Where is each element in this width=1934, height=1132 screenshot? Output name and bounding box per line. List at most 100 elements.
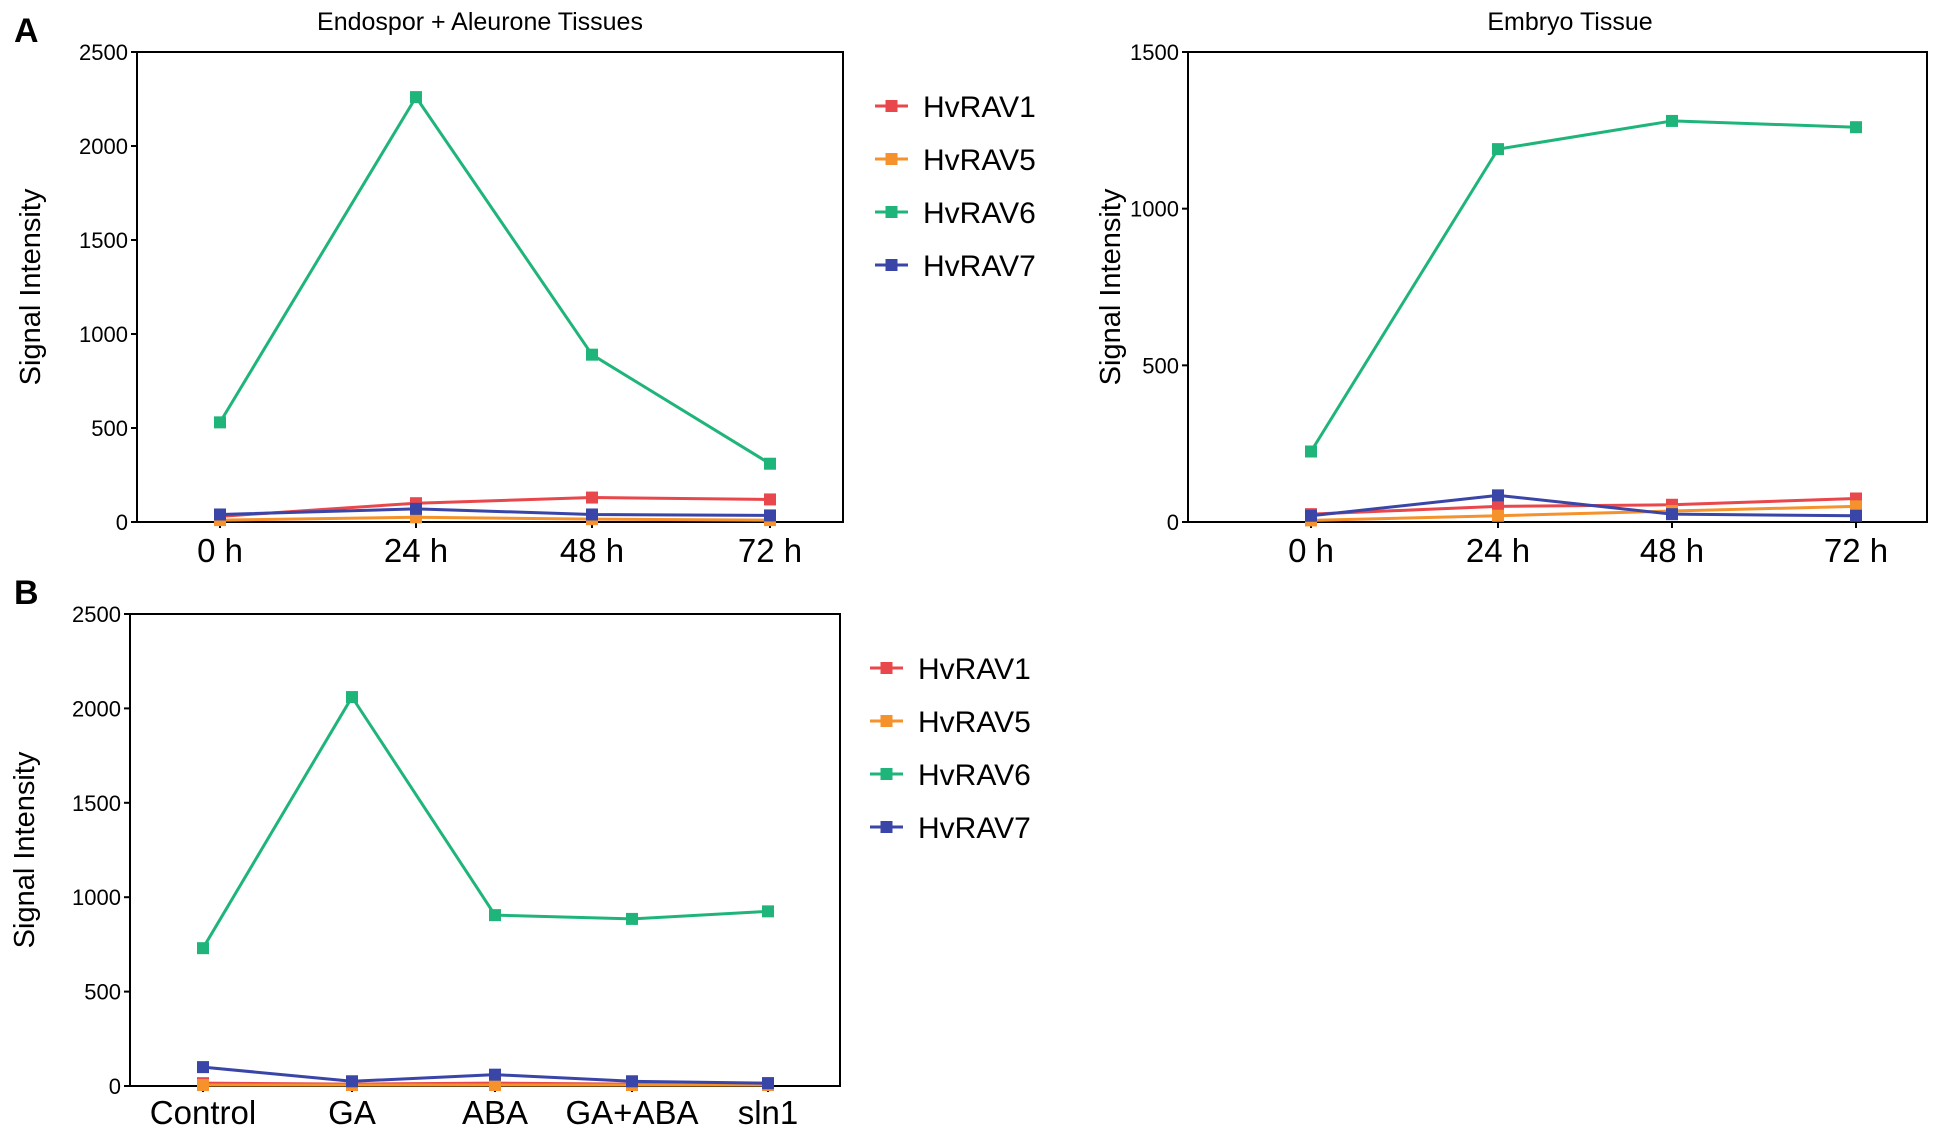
data-point: [1492, 143, 1504, 156]
panel-letter: A: [14, 12, 39, 50]
chart-panel-0: A Endospor + Aleurone Tissues 0 500 1000 1500…: [14, 8, 1036, 569]
legend-label: HvRAV6: [923, 197, 1036, 230]
y-tick-label: 1500: [1130, 40, 1179, 65]
x-tick-label: ABA: [462, 1094, 528, 1131]
x-tick-label: 24 h: [1466, 532, 1530, 569]
series-HvRAV6: [1305, 114, 1862, 458]
x-tick-label: 72 h: [738, 532, 802, 569]
legend-item: HvRAV5: [875, 144, 1036, 177]
series-HvRAV7: [197, 1061, 774, 1090]
data-point: [214, 508, 226, 521]
series-line: [1310, 504, 1857, 522]
data-point: [1850, 500, 1862, 513]
legend-swatch-marker: [880, 768, 893, 780]
x-tick-label: GA: [328, 1094, 376, 1131]
panel-letter: B: [14, 574, 39, 612]
data-point: [1850, 121, 1862, 134]
series-HvRAV7: [214, 502, 776, 522]
chart-title: Endospor + Aleurone Tissues: [317, 8, 643, 36]
chart-panel-1: Embryo Tissue 0 500 1000 1500 Signal Intensit…: [1095, 8, 1928, 569]
y-tick-label: 1500: [79, 228, 128, 253]
x-tick-label: 0 h: [197, 532, 243, 569]
legend-label: HvRAV5: [918, 706, 1031, 739]
y-tick-label: 2000: [79, 134, 128, 159]
y-tick-label: 2500: [79, 40, 128, 65]
legend-swatch-marker: [885, 153, 898, 165]
chart-panel-2: B 0 500 1000 1500 2000 2500 Signal Intensity Con…: [9, 574, 1031, 1131]
legend-swatch-marker: [880, 662, 893, 674]
series-line: [219, 515, 771, 522]
legend: HvRAV1 HvRAV5 HvRAV6 HvRAV7: [870, 653, 1031, 845]
legend-label: HvRAV7: [923, 250, 1036, 283]
data-point: [586, 491, 598, 504]
legend-item: HvRAV6: [870, 759, 1031, 792]
data-point: [197, 1061, 209, 1074]
data-point: [410, 502, 422, 515]
plot-frame: [129, 613, 841, 1087]
data-point: [346, 691, 358, 704]
data-point: [626, 912, 638, 925]
data-point: [1492, 489, 1504, 502]
x-tick-label: 0 h: [1288, 532, 1334, 569]
series-line: [202, 1065, 769, 1085]
data-point: [764, 509, 776, 522]
legend-label: HvRAV5: [923, 144, 1036, 177]
data-point: [489, 909, 501, 922]
y-axis-label: Signal Intensity: [1095, 188, 1127, 385]
y-axis-label: Signal Intensity: [15, 188, 47, 385]
y-tick-label: 1000: [79, 322, 128, 347]
y-tick-label: 1000: [1130, 197, 1179, 222]
series-line: [219, 496, 771, 518]
series-line: [219, 507, 771, 517]
series-HvRAV7: [1305, 489, 1862, 522]
y-tick-label: 2000: [72, 696, 121, 721]
legend-item: HvRAV5: [870, 706, 1031, 739]
data-point: [1666, 114, 1678, 127]
y-tick-label: 0: [109, 1074, 121, 1099]
y-tick-label: 0: [116, 510, 128, 535]
legend-label: HvRAV7: [918, 812, 1031, 845]
data-point: [764, 457, 776, 470]
series-line: [218, 95, 771, 465]
y-tick-label: 500: [1142, 353, 1179, 378]
y-axis-label: Signal Intensity: [9, 751, 41, 948]
x-tick-label: sln1: [738, 1094, 799, 1131]
plot-frame: [136, 51, 844, 523]
y-tick-label: 2500: [72, 602, 121, 627]
legend-label: HvRAV6: [918, 759, 1031, 792]
legend-swatch-marker: [880, 715, 893, 727]
data-point: [197, 942, 209, 955]
legend-item: HvRAV1: [875, 91, 1036, 124]
data-point: [1305, 509, 1317, 522]
data-point: [214, 416, 226, 429]
x-tick-label: Control: [150, 1094, 256, 1131]
legend-item: HvRAV7: [870, 812, 1031, 845]
legend-swatch-marker: [880, 821, 893, 833]
data-point: [762, 905, 774, 918]
legend-label: HvRAV1: [918, 653, 1031, 686]
data-point: [1305, 445, 1317, 458]
x-tick-label: 48 h: [1640, 532, 1704, 569]
plot-frame: [1187, 51, 1928, 523]
legend-item: HvRAV1: [870, 653, 1031, 686]
data-point: [197, 1079, 209, 1092]
y-tick-label: 500: [91, 416, 128, 441]
data-point: [586, 348, 598, 361]
x-tick-label: 72 h: [1824, 532, 1888, 569]
x-tick-label: GA+ABA: [566, 1094, 699, 1131]
legend-swatch-marker: [885, 100, 898, 112]
legend-item: HvRAV6: [875, 197, 1036, 230]
data-point: [1492, 509, 1504, 522]
series-line: [201, 695, 769, 949]
data-point: [762, 1077, 774, 1090]
data-point: [626, 1075, 638, 1088]
data-point: [346, 1075, 358, 1088]
data-point: [764, 493, 776, 506]
series-line: [1310, 493, 1857, 518]
data-point: [1492, 500, 1504, 513]
y-tick-label: 0: [1167, 510, 1179, 535]
x-tick-label: 48 h: [560, 532, 624, 569]
y-tick-label: 1000: [72, 885, 121, 910]
data-point: [1850, 509, 1862, 522]
